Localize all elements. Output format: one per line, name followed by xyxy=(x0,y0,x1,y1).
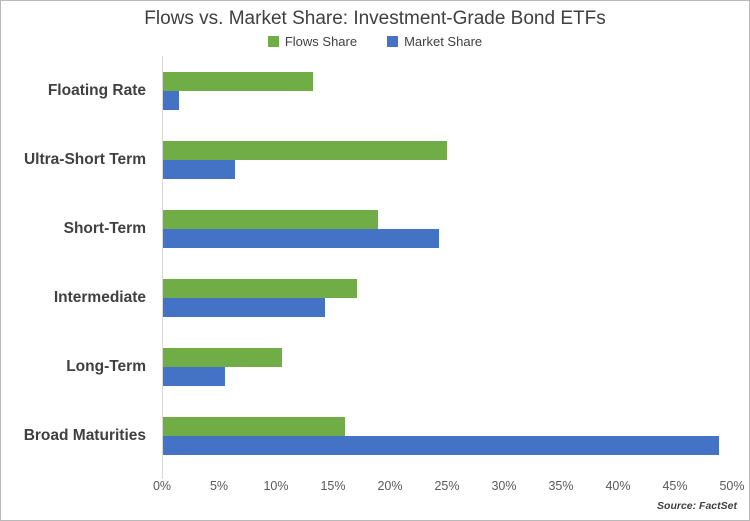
x-tick-label-10pct: 10% xyxy=(263,479,289,493)
category-label-long-term: Long-Term xyxy=(66,358,146,376)
bar-flows-share-intermediate xyxy=(163,279,357,299)
legend-item-market-share: Market Share xyxy=(387,34,482,49)
bar-market-share-broad-maturities xyxy=(163,436,720,456)
value-axis-labels: 0% 5% 10% 15% 20% 25% 30% 35% 40% 45% 50% xyxy=(153,479,745,497)
legend-label-flows-share: Flows Share xyxy=(284,34,358,49)
legend-label-market-share: Market Share xyxy=(404,34,483,49)
x-tick-label-15pct: 15% xyxy=(320,479,346,493)
category-label-short-term: Short-Term xyxy=(63,219,146,237)
x-tick-label-25pct: 25% xyxy=(434,479,460,493)
bar-market-share-long-term xyxy=(163,367,225,387)
category-label-ultra-short-term: Ultra-Short Term xyxy=(23,150,146,168)
legend-item-flows-share: Flows Share xyxy=(267,34,358,49)
bar-flows-share-floating-rate xyxy=(163,71,314,91)
x-tick-label-45pct: 45% xyxy=(662,479,688,493)
market-share-swatch-icon xyxy=(387,36,399,47)
bar-flows-share-long-term xyxy=(163,348,282,368)
x-tick-label-30pct: 30% xyxy=(491,479,517,493)
legend: Flows Share Market Share xyxy=(1,34,749,49)
bar-market-share-ultra-short-term xyxy=(163,159,235,179)
bar-flows-share-short-term xyxy=(163,209,379,229)
category-label-intermediate: Intermediate xyxy=(53,289,146,307)
x-tick-label-40pct: 40% xyxy=(605,479,631,493)
bar-flows-share-broad-maturities xyxy=(163,417,346,437)
zero-axis-tick xyxy=(162,471,163,479)
bar-market-share-floating-rate xyxy=(163,90,179,110)
x-tick-label-50pct: 50% xyxy=(719,479,745,493)
category-axis-labels: Floating Rate Ultra-Short Term Short-Term I… xyxy=(1,56,154,471)
bar-market-share-short-term xyxy=(163,228,439,248)
plot-area xyxy=(162,56,732,479)
chart-title: Flows vs. Market Share: Investment-Grade… xyxy=(144,8,606,29)
x-tick-label-35pct: 35% xyxy=(548,479,574,493)
x-tick-label-5pct: 5% xyxy=(209,479,229,493)
x-tick-label-20pct: 20% xyxy=(377,479,403,493)
bar-market-share-intermediate xyxy=(163,298,325,318)
bar-flows-share-ultra-short-term xyxy=(163,140,447,160)
category-label-floating-rate: Floating Rate xyxy=(47,81,146,99)
x-tick-label-0pct: 0% xyxy=(152,479,172,493)
flows-share-swatch-icon xyxy=(267,36,279,47)
source-note: Source: FactSet xyxy=(657,500,737,512)
category-label-broad-maturities: Broad Maturities xyxy=(23,427,146,445)
